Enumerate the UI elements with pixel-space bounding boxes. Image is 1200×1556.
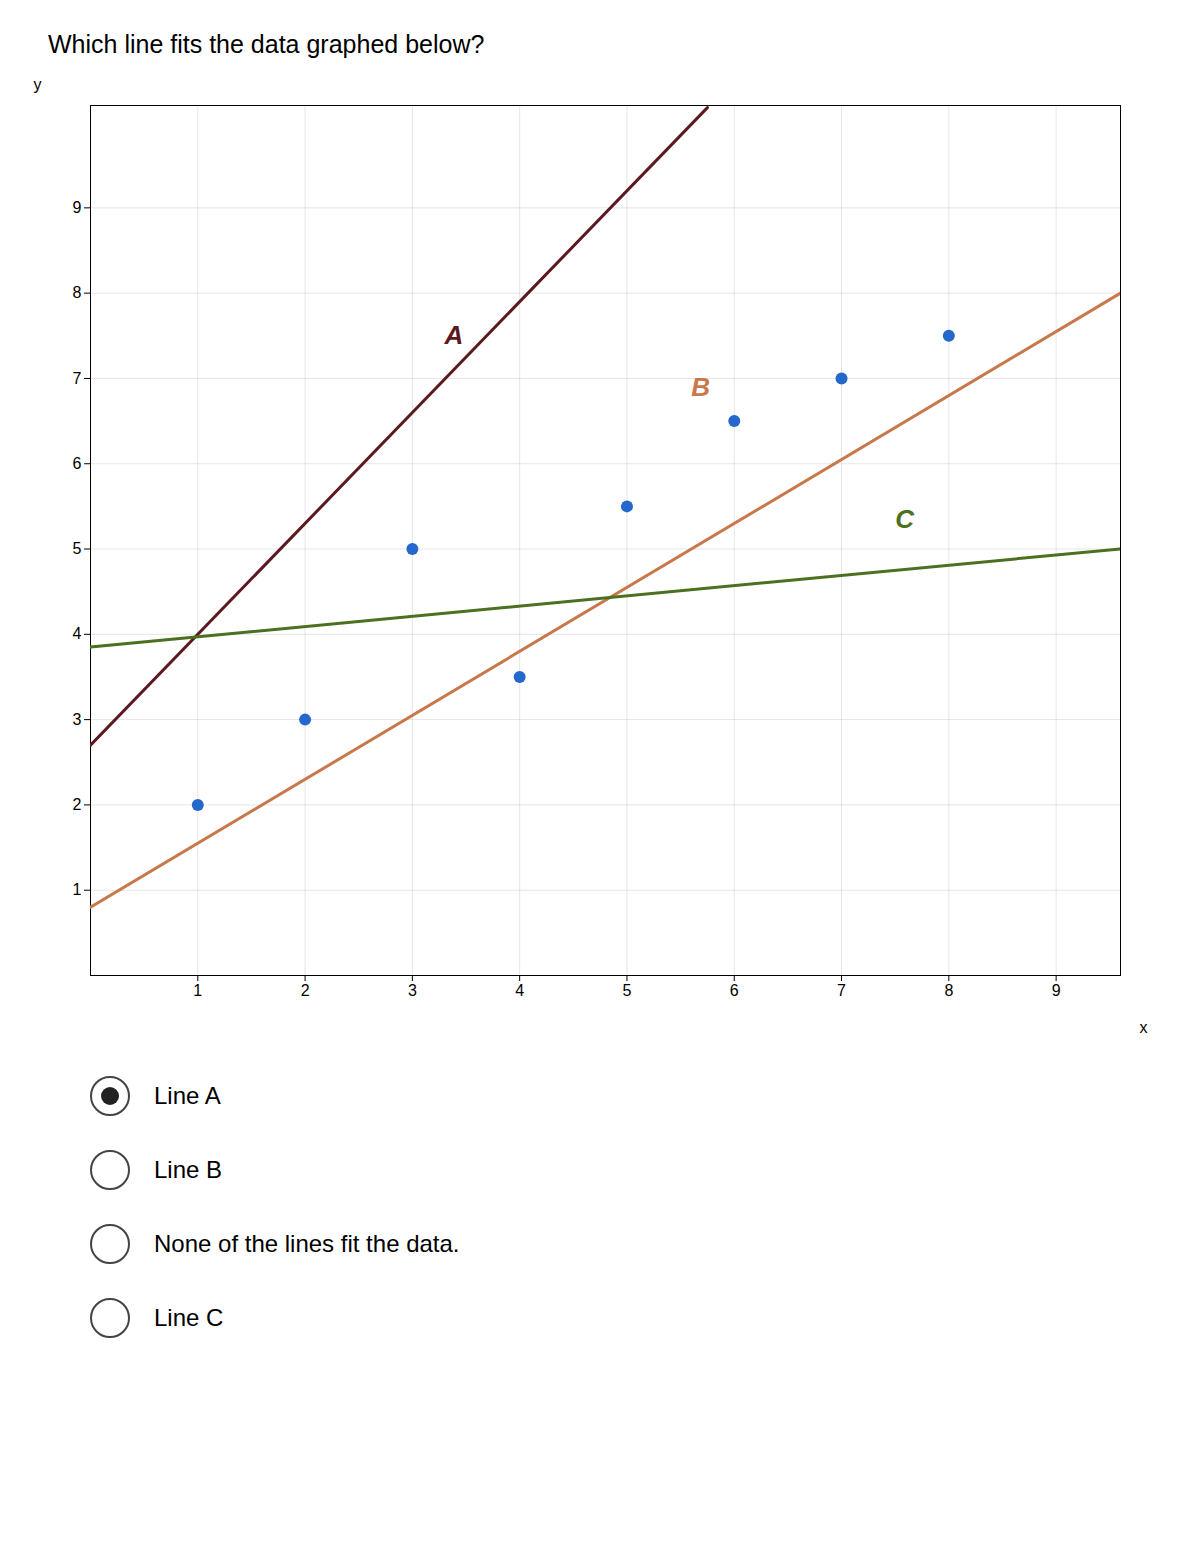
html-text:Line B: Line B <box>154 1156 223 1183</box>
svg-text:2: 2 <box>73 796 82 813</box>
svg-text:1: 1 <box>193 982 202 999</box>
svg-text:2: 2 <box>301 982 310 999</box>
svg-text:9: 9 <box>1052 982 1061 999</box>
svg-text:6: 6 <box>73 455 82 472</box>
svg-text:5: 5 <box>623 982 632 999</box>
svg-text:x: x <box>1140 1019 1148 1036</box>
svg-text:A: A <box>444 320 464 350</box>
svg-text:8: 8 <box>944 982 953 999</box>
html-text:Which line fits the data graph: Which line fits the data graphed below? <box>48 30 485 58</box>
svg-text:4: 4 <box>515 982 524 999</box>
svg-text:y: y <box>34 76 42 93</box>
svg-text:3: 3 <box>73 711 82 728</box>
svg-text:6: 6 <box>730 982 739 999</box>
svg-text:3: 3 <box>408 982 417 999</box>
html-text:Line C: Line C <box>154 1304 224 1331</box>
svg-text:C: C <box>895 504 915 534</box>
svg-text:8: 8 <box>73 284 82 301</box>
svg-text:B: B <box>691 372 710 402</box>
svg-text:5: 5 <box>73 540 82 557</box>
svg-text:7: 7 <box>837 982 846 999</box>
html-text:None of the lines fit the data: None of the lines fit the data. <box>154 1230 460 1257</box>
svg-text:9: 9 <box>73 199 82 216</box>
html-text:Line A: Line A <box>154 1082 221 1109</box>
svg-text:7: 7 <box>73 370 82 387</box>
svg-text:1: 1 <box>73 881 82 898</box>
svg-text:4: 4 <box>73 625 82 642</box>
